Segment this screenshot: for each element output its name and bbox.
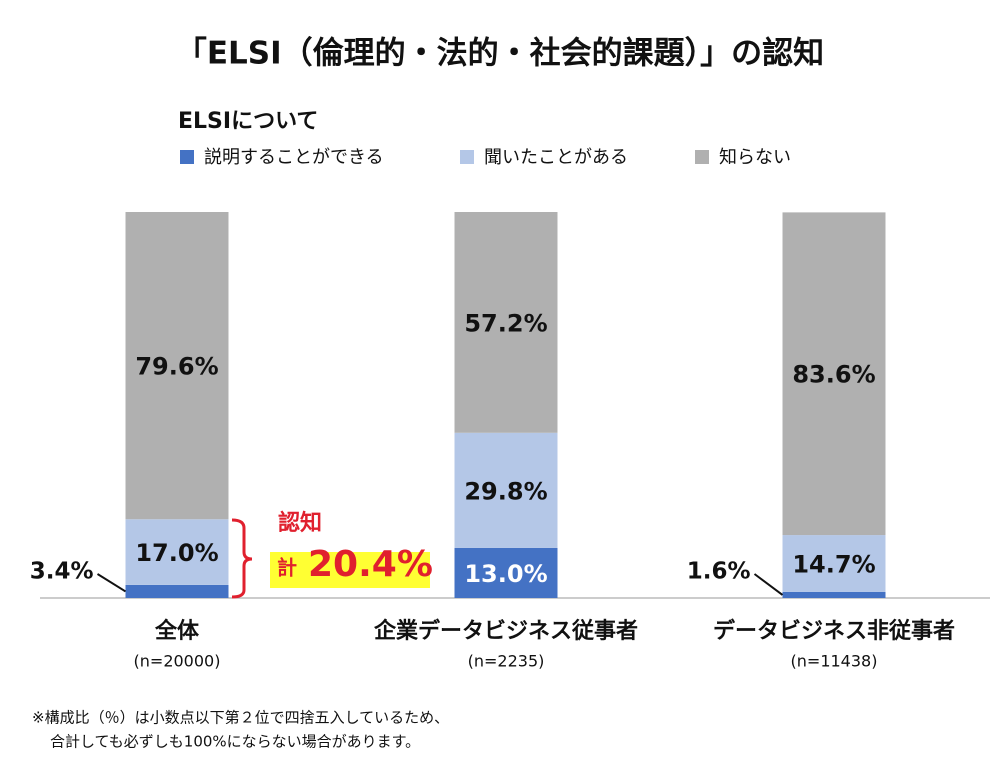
annotation-total: 20.4% — [308, 544, 433, 585]
data-label: 13.0% — [464, 560, 547, 588]
bar-segment — [454, 547, 558, 598]
category-note: (n=11438) — [791, 652, 878, 671]
data-label: 79.6% — [135, 353, 218, 381]
bar-segment — [454, 432, 558, 548]
data-label: 14.7% — [792, 550, 875, 578]
leader-line — [753, 573, 784, 596]
leader-line — [96, 573, 127, 593]
legend-swatch — [460, 150, 474, 164]
bar-segment — [782, 535, 886, 592]
legend-label: 知らない — [719, 147, 791, 168]
category-note: (n=2235) — [468, 652, 545, 671]
footnote: 合計しても必ずしも100%にならない場合があります。 — [50, 733, 420, 751]
data-label: 3.4% — [30, 559, 94, 585]
highlight — [270, 552, 430, 588]
legend-swatch — [180, 150, 194, 164]
category-note: (n=20000) — [134, 652, 221, 671]
bar-segment — [782, 591, 886, 598]
bar-segment — [125, 584, 229, 598]
data-label: 17.0% — [135, 539, 218, 567]
legend-swatch — [695, 150, 709, 164]
x-tick-label: 全体 — [154, 618, 200, 644]
x-tick-label: 企業データビジネス従事者 — [373, 618, 638, 644]
bar-segment — [125, 212, 229, 520]
bar-segment — [454, 212, 558, 433]
bracket — [231, 518, 253, 599]
annotation-heading: 認知 — [278, 510, 322, 536]
data-label: 29.8% — [464, 477, 547, 505]
legend-label: 聞いたことがある — [484, 147, 628, 168]
annotation-prefix: 計 — [277, 556, 297, 580]
data-label: 83.6% — [792, 361, 875, 389]
data-label: 57.2% — [464, 309, 547, 337]
data-label: 1.6% — [687, 559, 751, 585]
bar-segment — [782, 212, 886, 536]
footnote: ※構成比（％）は小数点以下第２位で四捨五入しているため、 — [32, 709, 449, 727]
chart-title: 「ELSI（倫理的・法的・社会的課題）」の認知 — [176, 36, 824, 72]
x-tick-label: データビジネス非従事者 — [713, 618, 955, 644]
chart-subtitle: ELSIについて — [178, 109, 318, 134]
legend-label: 説明することができる — [204, 147, 384, 168]
bar-segment — [125, 519, 229, 585]
